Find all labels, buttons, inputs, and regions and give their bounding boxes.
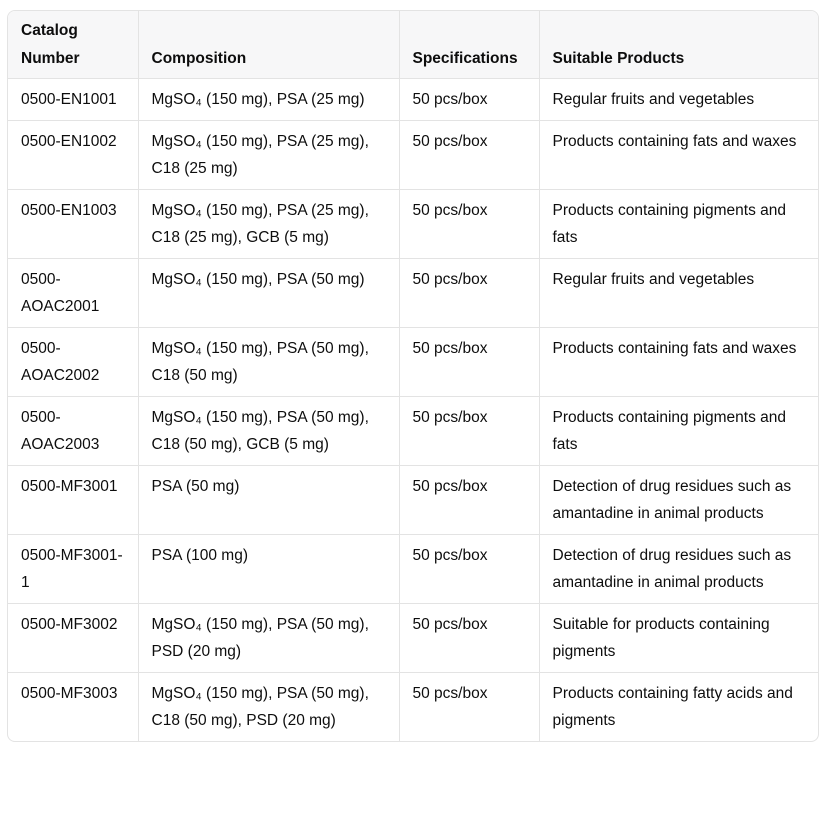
cell-composition: PSA (50 mg) <box>138 465 400 535</box>
cell-catalog-number: 0500-MF3001 <box>8 465 139 535</box>
cell-suitable-products: Products containing pigments and fats <box>539 396 818 466</box>
cell-suitable-products: Suitable for products containing pigment… <box>539 603 818 673</box>
cell-suitable-products: Products containing fatty acids and pigm… <box>552 684 793 730</box>
cell-specifications: 50 pcs/box <box>399 603 540 673</box>
header-composition: Composition <box>138 11 400 79</box>
cell-specifications: 50 pcs/box <box>399 534 540 604</box>
header-row: Catalog Number Composition Specification… <box>8 11 818 79</box>
cell-catalog-number: 0500-AOAC2001 <box>8 258 139 328</box>
cell-suitable-products: Detection of drug residues such as amant… <box>539 465 818 535</box>
cell-suitable-products: Regular fruits and vegetables <box>539 258 818 328</box>
header-specifications: Specifications <box>399 11 540 79</box>
cell-composition: MgSO₄ (150 mg), PSA (25 mg), C18 (25 mg) <box>138 120 400 190</box>
cell-suitable-products: Detection of drug residues such as amant… <box>539 534 818 604</box>
cell-catalog-number: 0500-MF3003 <box>8 672 139 741</box>
cell-specifications: 50 pcs/box <box>399 672 540 741</box>
table-row: 0500-EN1003 MgSO₄ (150 mg), PSA (25 mg),… <box>8 189 818 259</box>
cell-suitable-products: Products containing fats and waxes <box>539 327 818 397</box>
product-table-container: Catalog Number Composition Specification… <box>7 10 819 742</box>
cell-suitable-products: Products containing pigments and fats <box>539 189 818 259</box>
table-header: Catalog Number Composition Specification… <box>8 11 818 79</box>
cell-composition: MgSO₄ (150 mg), PSA (50 mg), C18 (50 mg)… <box>138 396 400 466</box>
cell-composition: MgSO₄ (150 mg), PSA (50 mg) <box>138 258 400 328</box>
cell-composition: MgSO₄ (150 mg), PSA (25 mg) <box>138 78 400 121</box>
cell-composition: PSA (100 mg) <box>138 534 400 604</box>
cell-specifications: 50 pcs/box <box>399 189 540 259</box>
product-table: Catalog Number Composition Specification… <box>8 11 818 741</box>
cell-specifications: 50 pcs/box <box>399 396 540 466</box>
table-row: 0500-EN1001 MgSO₄ (150 mg), PSA (25 mg) … <box>8 78 818 121</box>
header-suitable-products: Suitable Products <box>539 11 818 79</box>
table-row: 0500-AOAC2001 MgSO₄ (150 mg), PSA (50 mg… <box>8 258 818 328</box>
cell-catalog-number: 0500-AOAC2002 <box>8 327 139 397</box>
table-row: 0500-AOAC2003 MgSO₄ (150 mg), PSA (50 mg… <box>8 396 818 466</box>
table-row: 0500-AOAC2002 MgSO₄ (150 mg), PSA (50 mg… <box>8 327 818 397</box>
cell-composition: MgSO₄ (150 mg), PSA (50 mg), C18 (50 mg)… <box>138 672 400 741</box>
cell-catalog-number: 0500-EN1003 <box>8 189 139 259</box>
cell-catalog-number: 0500-EN1001 <box>8 78 139 121</box>
table-row: 0500-MF3001 PSA (50 mg) 50 pcs/box Detec… <box>8 465 818 535</box>
table-row: 0500-MF3003 MgSO₄ (150 mg), PSA (50 mg),… <box>8 672 818 741</box>
cell-composition: MgSO₄ (150 mg), PSA (50 mg), C18 (50 mg) <box>138 327 400 397</box>
cell-composition: MgSO₄ (150 mg), PSA (50 mg), PSD (20 mg) <box>138 603 400 673</box>
cell-composition: MgSO₄ (150 mg), PSA (25 mg), C18 (25 mg)… <box>138 189 400 259</box>
table-row: 0500-MF3002 MgSO₄ (150 mg), PSA (50 mg),… <box>8 603 818 673</box>
cell-specifications: 50 pcs/box <box>399 78 540 121</box>
cell-specifications: 50 pcs/box <box>399 258 540 328</box>
cell-catalog-number: 0500-MF3001-1 <box>8 534 139 604</box>
cell-catalog-number: 0500-EN1002 <box>8 120 139 190</box>
cell-suitable-products: Products containing fats and waxes <box>539 120 818 190</box>
cell-catalog-number: 0500-MF3002 <box>8 603 139 673</box>
table-row: 0500-EN1002 MgSO₄ (150 mg), PSA (25 mg),… <box>8 120 818 190</box>
table-body: 0500-EN1001 MgSO₄ (150 mg), PSA (25 mg) … <box>8 78 818 741</box>
cell-specifications: 50 pcs/box <box>399 120 540 190</box>
header-catalog-number: Catalog Number <box>8 11 139 79</box>
table-row: 0500-MF3001-1 PSA (100 mg) 50 pcs/box De… <box>8 534 818 604</box>
cell-catalog-number: 0500-AOAC2003 <box>8 396 139 466</box>
cell-suitable-products: Regular fruits and vegetables <box>539 78 818 121</box>
cell-specifications: 50 pcs/box <box>399 465 540 535</box>
cell-specifications: 50 pcs/box <box>399 327 540 397</box>
